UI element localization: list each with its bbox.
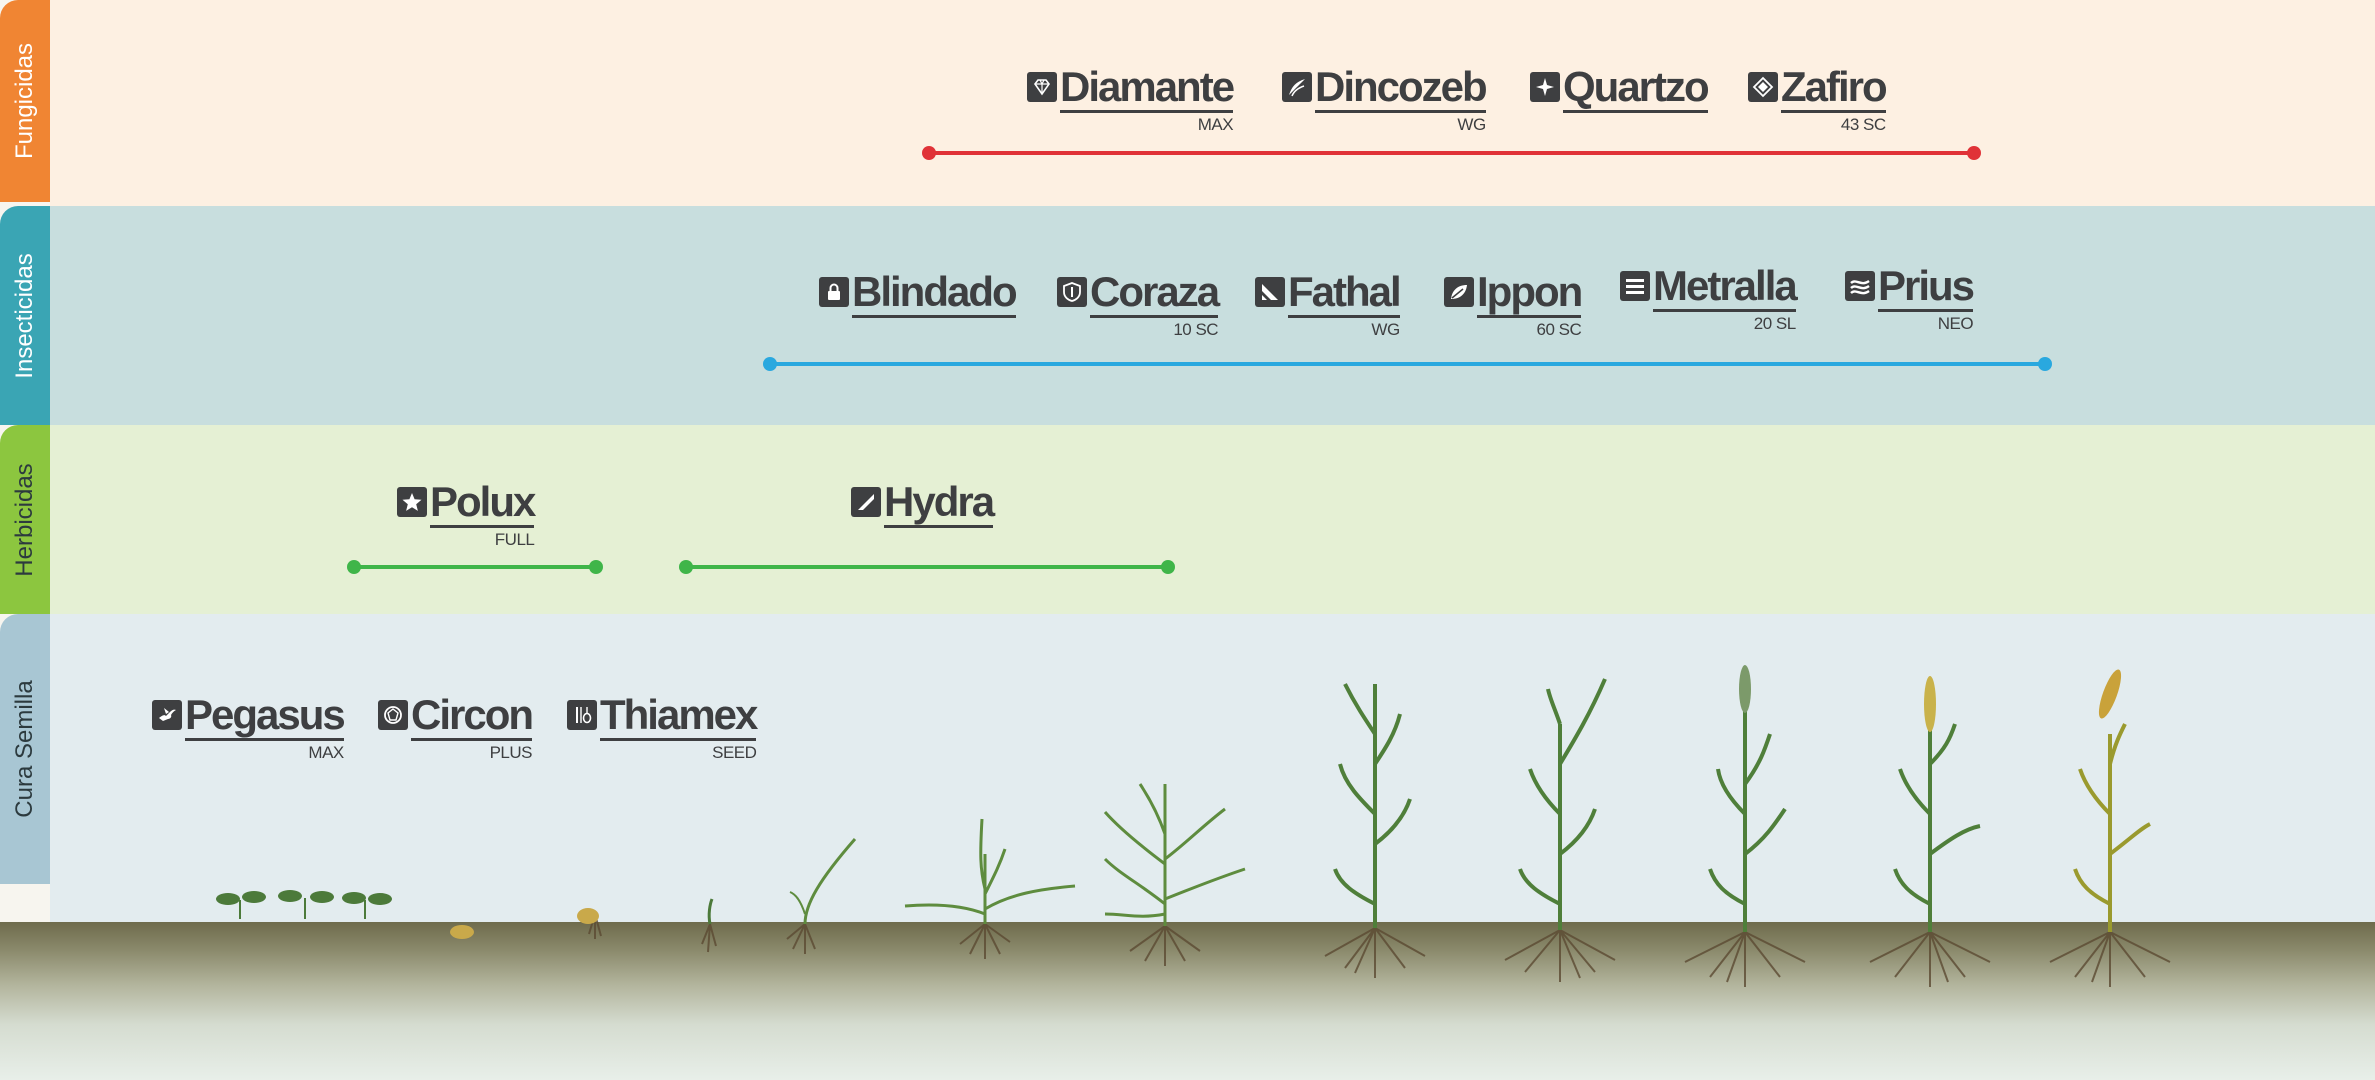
product-thiamex[interactable]: Thiamex SEED [567,693,758,763]
blade-icon [851,487,881,517]
product-name: Diamante [1060,65,1235,113]
product-blindado[interactable]: Blindado [819,270,1018,320]
seed-icon [567,700,597,730]
sparkle-icon [1530,72,1560,102]
product-name: Pegasus [185,693,346,741]
product-name: Polux [430,480,536,528]
product-metralla[interactable]: Metralla 20 SL [1620,264,1798,334]
product-formulation: WG [1457,115,1486,134]
diamond-icon [1027,72,1057,102]
product-name: Ippon [1477,270,1583,318]
crop-growth-stages-illustration [216,665,2171,987]
product-formulation: PLUS [489,743,533,762]
product-name: Circon [411,693,534,741]
product-quartzo[interactable]: Quartzo [1530,65,1710,115]
soil-layer [0,922,2375,1080]
product-formulation: 43 SC [1840,115,1886,134]
tab-fungicidas-label: Fungicidas [11,42,38,160]
circle-gem-icon [378,700,408,730]
product-hydra[interactable]: Hydra [851,480,995,530]
product-name: Prius [1878,264,1975,312]
tab-insecticidas-label: Insecticidas [11,252,38,379]
fungicidas-application-range [922,146,1981,160]
product-formulation: MAX [1197,115,1234,134]
product-formulation: SEED [712,743,757,762]
pegasus-icon [152,700,182,730]
leaf-icon [1444,277,1474,307]
shield-icon [1057,277,1087,307]
product-formulation: WG [1371,320,1400,339]
tab-insecticidas: Insecticidas [0,206,50,425]
product-formulation: 10 SC [1173,320,1219,339]
product-circon[interactable]: Circon PLUS [378,693,534,763]
product-name: Zafiro [1781,65,1888,113]
wave-icon [1845,271,1875,301]
herbicidas-range-polux [347,560,603,574]
product-name: Dincozeb [1315,65,1488,113]
product-zafiro[interactable]: Zafiro 43 SC [1748,65,1888,135]
product-name: Blindado [852,270,1018,318]
product-name: Coraza [1090,270,1220,318]
product-fathal[interactable]: Fathal WG [1255,270,1402,340]
gem-icon [1748,72,1778,102]
product-dincozeb[interactable]: Dincozeb WG [1282,65,1488,135]
herbicidas-band [50,425,2375,614]
product-name: Fathal [1288,270,1402,318]
product-formulation: NEO [1937,314,1974,333]
product-coraza[interactable]: Coraza 10 SC [1057,270,1220,340]
star-icon [397,487,427,517]
slash-icon [1255,277,1285,307]
product-name: Thiamex [600,693,758,741]
product-formulation: 60 SC [1536,320,1582,339]
product-name: Quartzo [1563,65,1710,113]
tab-cura-semilla: Cura Semilla [0,614,50,884]
product-name: Hydra [884,480,995,528]
stripes-icon [1620,271,1650,301]
product-pegasus[interactable]: Pegasus MAX [152,693,346,763]
product-diamante[interactable]: Diamante MAX [1027,65,1235,135]
cura-semilla-band [50,614,2375,930]
fungicidas-band [50,0,2375,206]
insecticidas-application-range [763,357,2052,371]
leaves-icon [1282,72,1312,102]
tab-fungicidas: Fungicidas [0,0,50,202]
product-name: Metralla [1653,264,1798,312]
tab-herbicidas: Herbicidas [0,425,50,614]
product-polux[interactable]: Polux FULL [397,480,536,550]
product-formulation: FULL [494,530,535,549]
product-formulation: 20 SL [1753,314,1796,333]
product-ippon[interactable]: Ippon 60 SC [1444,270,1583,340]
tab-herbicidas-label: Herbicidas [11,462,38,577]
lock-icon [819,277,849,307]
herbicidas-range-hydra [679,560,1175,574]
product-prius[interactable]: Prius NEO [1845,264,1975,334]
product-formulation: MAX [308,743,344,762]
